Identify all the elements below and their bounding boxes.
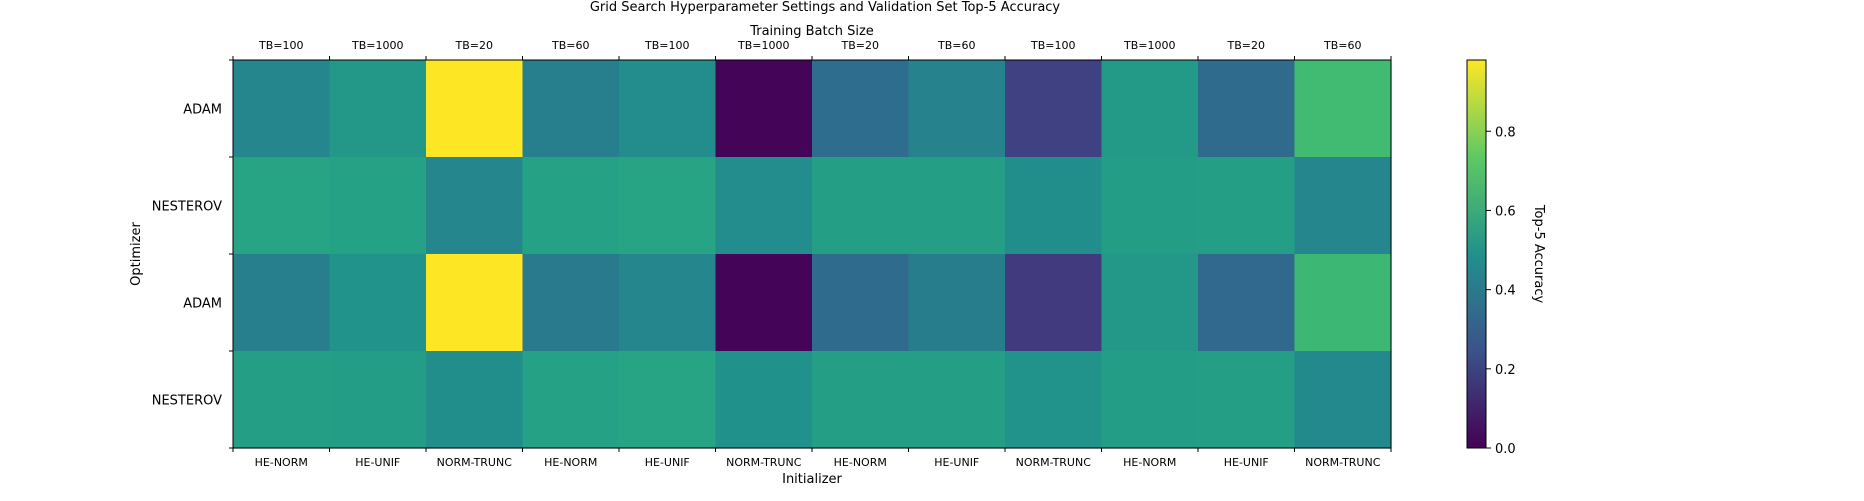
colorbar [1466,59,1487,449]
x-tick-label: HE-UNIF [645,456,690,469]
heatmap-cell [1101,60,1199,158]
heatmap-cell [426,60,524,158]
top-tick-label: TB=20 [455,39,493,52]
heatmap-cell [329,254,427,352]
heatmap-cell [812,351,910,449]
heatmap-cell [233,351,331,449]
heatmap-cell [812,254,910,352]
heatmap-cell [715,254,813,352]
heatmap-cell [1101,254,1199,352]
top-tick-label: TB=100 [258,39,303,52]
axis-ticks: TB=100 HE-NORM TB=1000 HE-UNIF TB=20 NORM-TRU… [152,39,1392,469]
colorbar-label: Top-5 Accuracy [1531,204,1546,304]
x-tick-label: HE-NORM [1123,456,1176,469]
top-tick-label: TB=1000 [1123,39,1175,52]
colorbar-tick-label: 0.4 [1495,284,1516,299]
y-tick-label: NESTEROV [152,200,222,215]
colorbar-tick-label: 0.8 [1495,125,1516,140]
colorbar-tick-label: 0.2 [1495,363,1516,378]
heatmap-cell [426,351,524,449]
colorbar-tick-label: 0.6 [1495,204,1516,219]
heatmap-cell [619,351,717,449]
heatmap-cell [1198,60,1296,158]
y-tick-label: ADAM [183,297,222,312]
heatmap-cell [522,351,620,449]
x-tick-label: HE-NORM [834,456,887,469]
heatmap-cell [1005,60,1103,158]
x-tick-label: HE-UNIF [1224,456,1269,469]
heatmap-cell [233,60,331,158]
top-tick-label: TB=60 [1323,39,1361,52]
top-tick-label: TB=100 [644,39,689,52]
heatmap-cell [908,60,1006,158]
heatmap-cell [619,157,717,255]
heatmap-cell [908,254,1006,352]
top-tick-label: TB=100 [1030,39,1075,52]
chart-title: Grid Search Hyperparameter Settings and … [590,0,1061,15]
heatmap-cell [908,157,1006,255]
heatmap-cell [522,254,620,352]
heatmap-cell [233,254,331,352]
heatmap-cell [812,157,910,255]
top-tick-label: TB=60 [551,39,589,52]
x-tick-label: HE-UNIF [355,456,400,469]
heatmap-cell [908,351,1006,449]
top-axis-label: Training Batch Size [749,24,874,39]
heatmap-cell [329,157,427,255]
top-tick-label: TB=20 [1227,39,1265,52]
colorbar-ticks: 0.0 0.2 0.4 0.6 0.8 [1486,125,1516,457]
heatmap-cell [329,351,427,449]
y-tick-label: NESTEROV [152,394,222,409]
top-tick-label: TB=20 [841,39,879,52]
heatmap-cell [1005,254,1103,352]
x-tick-label: NORM-TRUNC [726,456,802,469]
y-tick-label: ADAM [183,103,222,118]
heatmap-cell [1294,60,1392,158]
heatmap-cell [1198,254,1296,352]
heatmap-cell [1294,157,1392,255]
heatmap-cell [426,254,524,352]
x-axis-label: Initializer [782,472,842,487]
top-tick-label: TB=1000 [351,39,403,52]
heatmap-cell [1198,351,1296,449]
x-tick-label: NORM-TRUNC [437,456,513,469]
heatmap-cells [233,60,1392,449]
top-tick-label: TB=1000 [737,39,789,52]
x-tick-label: HE-NORM [255,456,308,469]
x-tick-label: HE-NORM [544,456,597,469]
x-tick-label: NORM-TRUNC [1305,456,1381,469]
heatmap-cell [715,60,813,158]
top-tick-label: TB=60 [937,39,975,52]
x-tick-label: NORM-TRUNC [1016,456,1092,469]
heatmap-cell [233,157,331,255]
heatmap-cell [1005,157,1103,255]
x-tick-label: HE-UNIF [934,456,979,469]
y-axis-label: Optimizer [129,222,144,286]
heatmap-cell [522,60,620,158]
heatmap-cell [1101,157,1199,255]
heatmap-cell [522,157,620,255]
heatmap-cell [1198,157,1296,255]
heatmap-cell [1294,351,1392,449]
heatmap-cell [426,157,524,255]
heatmap-cell [715,351,813,449]
heatmap-cell [1294,254,1392,352]
heatmap-cell [715,157,813,255]
heatmap-cell [329,60,427,158]
heatmap-cell [812,60,910,158]
heatmap-cell [1005,351,1103,449]
heatmap-cell [619,60,717,158]
heatmap-cell [619,254,717,352]
heatmap-cell [1101,351,1199,449]
colorbar-tick-label: 0.0 [1495,442,1516,457]
